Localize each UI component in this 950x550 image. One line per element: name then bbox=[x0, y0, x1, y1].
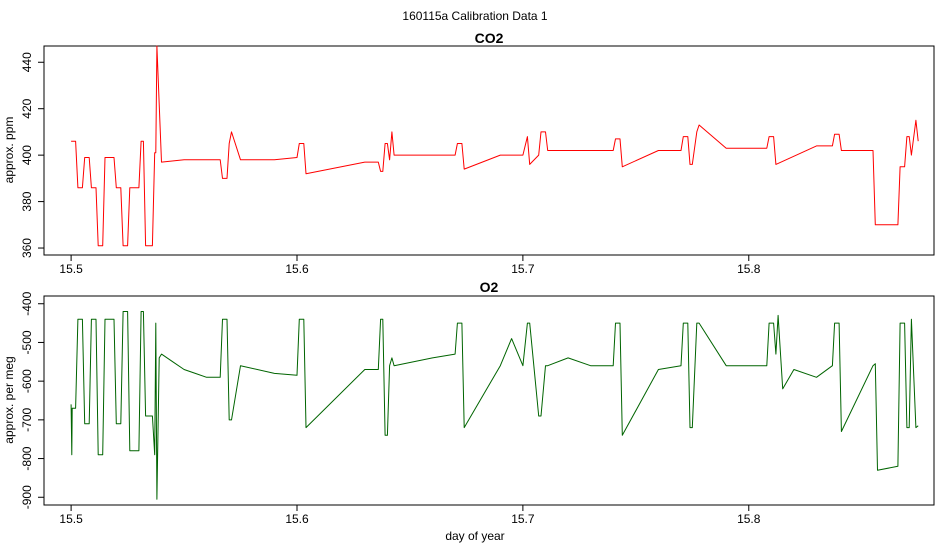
o2-series-line bbox=[70, 311, 919, 500]
o2-plot-frame bbox=[43, 295, 935, 506]
co2-y-tick-label: 420 bbox=[20, 98, 34, 118]
o2-y-tick-label: -600 bbox=[20, 369, 34, 393]
co2-series-line bbox=[71, 45, 919, 247]
co2-y-tick-label: 380 bbox=[20, 191, 34, 211]
o2-y-axis: -900 -800 -700 -600 -500 -400 bbox=[20, 291, 44, 509]
o2-x-axis: 15.5 15.6 15.7 15.8 bbox=[59, 505, 761, 526]
o2-y-tick-label: -900 bbox=[20, 485, 34, 509]
co2-x-tick-label: 15.6 bbox=[285, 262, 309, 276]
o2-x-tick-label: 15.8 bbox=[737, 512, 761, 526]
co2-panel: CO2 15.5 15.6 15.7 15.8 360 380 400 420 440 app… bbox=[2, 30, 935, 276]
o2-y-tick-label: -700 bbox=[20, 408, 34, 432]
x-axis-label: day of year bbox=[445, 529, 504, 543]
co2-y-tick-label: 360 bbox=[20, 238, 34, 258]
o2-panel: O2 15.5 15.6 15.7 15.8 -900 -800 -700 -600 -500… bbox=[2, 279, 935, 526]
o2-y-axis-label: approx. per meg bbox=[2, 356, 16, 443]
co2-x-tick-label: 15.5 bbox=[59, 262, 83, 276]
co2-y-tick-label: 440 bbox=[20, 52, 34, 72]
co2-x-axis: 15.5 15.6 15.7 15.8 bbox=[59, 255, 761, 276]
o2-y-tick-label: -400 bbox=[20, 291, 34, 315]
o2-y-tick-label: -500 bbox=[20, 330, 34, 354]
o2-y-tick-label: -800 bbox=[20, 446, 34, 470]
figure-title: 160115a Calibration Data 1 bbox=[402, 9, 548, 23]
co2-y-axis: 360 380 400 420 440 bbox=[20, 52, 44, 258]
o2-x-tick-label: 15.7 bbox=[511, 512, 535, 526]
co2-plot-frame bbox=[43, 45, 935, 256]
o2-x-tick-label: 15.6 bbox=[285, 512, 309, 526]
o2-x-tick-label: 15.5 bbox=[59, 512, 83, 526]
co2-panel-title: CO2 bbox=[475, 30, 504, 46]
co2-x-tick-label: 15.7 bbox=[511, 262, 535, 276]
co2-y-axis-label: approx. ppm bbox=[2, 117, 16, 184]
co2-y-tick-label: 400 bbox=[20, 145, 34, 165]
o2-panel-title: O2 bbox=[480, 279, 499, 295]
co2-x-tick-label: 15.8 bbox=[737, 262, 761, 276]
